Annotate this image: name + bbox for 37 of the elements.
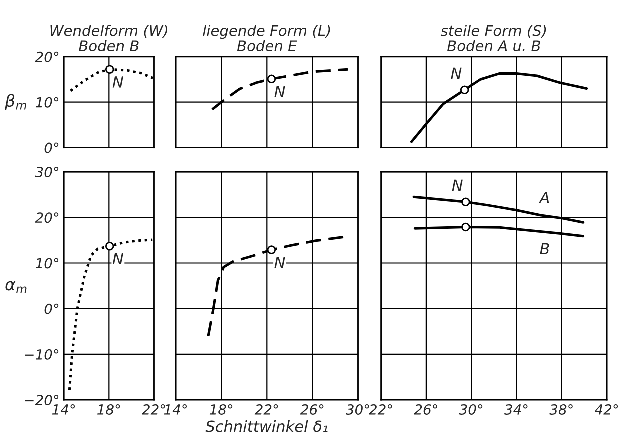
y-tick-label: 20° xyxy=(35,212,59,224)
x-tick-label: 38° xyxy=(550,404,573,415)
x-tick-label: 30° xyxy=(459,404,483,415)
chart-title: liegende Form (L) Boden E xyxy=(203,25,330,52)
annotation: N xyxy=(452,180,463,192)
chart-title: Wendelform (W) Boden B xyxy=(50,25,168,52)
annotation: N xyxy=(274,256,286,268)
y-tick-label: 0° xyxy=(44,304,59,314)
annotation: B xyxy=(540,243,550,255)
x-tick-label: 22° xyxy=(142,404,166,415)
x-tick-label: 22° xyxy=(369,404,392,415)
y-axis-title: β$_{m}$ xyxy=(4,94,26,110)
x-axis-title: Schnittwinkel δ₁ xyxy=(206,420,328,432)
y-tick-label: 20° xyxy=(35,52,59,62)
x-tick-label: 42° xyxy=(595,404,618,415)
x-tick-label: 14° xyxy=(52,404,76,415)
x-tick-label: 34° xyxy=(504,404,528,415)
y-tick-label: 10° xyxy=(36,97,59,108)
x-tick-label: 30° xyxy=(346,404,370,415)
annotation: N xyxy=(112,253,124,264)
y-tick-label: 10° xyxy=(36,258,59,269)
x-tick-label: 22° xyxy=(254,404,278,415)
y-tick-label: −10° xyxy=(25,349,59,360)
annotation: N xyxy=(112,76,124,88)
x-tick-label: 26° xyxy=(300,404,324,415)
x-tick-label: 18° xyxy=(98,404,120,415)
y-tick-label: 0° xyxy=(44,142,59,154)
x-tick-label: 14° xyxy=(164,404,188,415)
y-axis-title: α$_{m}$ xyxy=(6,281,27,294)
chart-title: steile Form (S) Boden A u. B xyxy=(440,25,546,52)
annotation: N xyxy=(274,86,286,98)
annotation: A xyxy=(538,192,550,204)
x-tick-label: 26° xyxy=(414,404,438,415)
y-tick-label: 30° xyxy=(35,167,59,178)
annotation: N xyxy=(451,68,462,80)
x-tick-label: 18° xyxy=(210,404,233,415)
y-tick-label: −20° xyxy=(25,395,59,406)
